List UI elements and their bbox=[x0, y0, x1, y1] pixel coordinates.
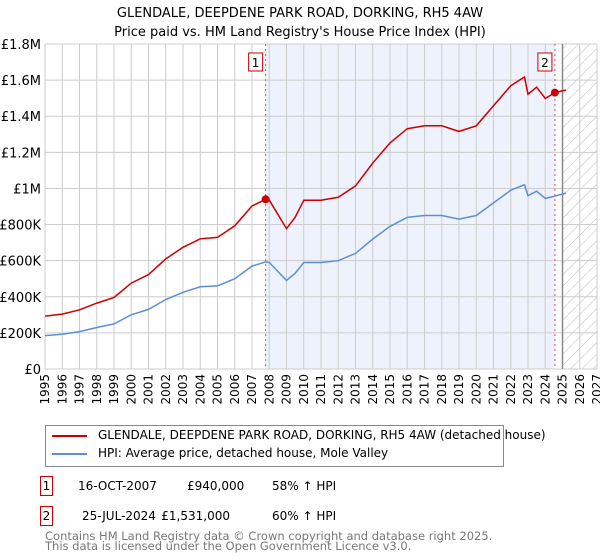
legend-property-label: GLENDALE, DEEPDENE PARK ROAD, DORKING, R… bbox=[98, 428, 546, 442]
x-tick-label: 2022 bbox=[504, 374, 518, 405]
y-tick-label: £200K bbox=[0, 327, 41, 342]
x-tick-label: 2023 bbox=[521, 374, 535, 405]
transaction-marker: 1 bbox=[40, 476, 53, 496]
legend-hpi-label: HPI: Average price, detached house, Mole… bbox=[98, 446, 389, 460]
x-tick-label: 1997 bbox=[73, 374, 87, 405]
x-tick-label: 2026 bbox=[573, 374, 587, 405]
x-tick-label: 2003 bbox=[176, 374, 190, 405]
x-tick-label: 2021 bbox=[487, 374, 501, 405]
x-tick-label: 1998 bbox=[90, 374, 104, 405]
x-tick-label: 2010 bbox=[297, 374, 311, 405]
x-tick-label: 2005 bbox=[211, 374, 225, 405]
transaction-hpi: 60% ↑ HPI bbox=[272, 509, 337, 523]
y-tick-label: £400K bbox=[0, 291, 41, 306]
sale-point bbox=[550, 88, 559, 97]
x-tick-label: 2016 bbox=[400, 374, 414, 405]
x-tick-label: 2007 bbox=[245, 374, 259, 405]
x-tick-label: 1996 bbox=[55, 374, 69, 405]
x-tick-label: 2020 bbox=[469, 374, 483, 405]
x-tick-label: 2027 bbox=[590, 374, 600, 405]
x-tick-label: 1995 bbox=[38, 374, 52, 405]
x-tick-label: 2000 bbox=[124, 374, 138, 405]
x-tick-label: 2006 bbox=[228, 374, 242, 405]
sale-period-shading bbox=[265, 44, 555, 369]
x-tick-label: 2013 bbox=[349, 374, 363, 405]
y-tick-label: £1.4M bbox=[1, 110, 41, 125]
x-tick-label: 2017 bbox=[418, 374, 432, 405]
property-price-line bbox=[44, 75, 567, 317]
transaction-hpi: 58% ↑ HPI bbox=[272, 479, 337, 493]
transaction-marker: 2 bbox=[40, 506, 53, 526]
footer-licence: This data is licensed under the Open Gov… bbox=[45, 539, 412, 553]
chart-subtitle: Price paid vs. HM Land Registry's House … bbox=[114, 25, 486, 40]
y-tick-label: £1.8M bbox=[1, 38, 41, 53]
sale-label-box bbox=[248, 52, 264, 72]
x-tick-label: 2009 bbox=[280, 374, 294, 405]
y-tick-label: £0 bbox=[24, 363, 41, 378]
sale-point bbox=[261, 195, 270, 204]
x-tick-label: 2019 bbox=[452, 374, 466, 405]
sale-label-box bbox=[537, 52, 553, 72]
legend-red-line bbox=[52, 435, 87, 437]
x-tick-label: 2011 bbox=[314, 374, 328, 405]
transaction-date: 25-JUL-2024 bbox=[82, 509, 156, 523]
hpi-line bbox=[44, 183, 567, 337]
x-tick-label: 2015 bbox=[383, 374, 397, 405]
price-chart: GLENDALE, DEEPDENE PARK ROAD, DORKING, R… bbox=[0, 6, 600, 405]
x-tick-label: 2024 bbox=[538, 374, 552, 405]
x-tick-label: 2012 bbox=[331, 374, 345, 405]
sale-label: 1 bbox=[252, 56, 260, 70]
legend: GLENDALE, DEEPDENE PARK ROAD, DORKING, R… bbox=[45, 425, 546, 467]
y-tick-label: £1.2M bbox=[1, 146, 41, 161]
transaction-price: £940,000 bbox=[187, 479, 245, 493]
y-tick-label: £800K bbox=[0, 219, 41, 234]
sale-label: 2 bbox=[541, 56, 549, 70]
x-tick-label: 1999 bbox=[107, 374, 121, 405]
transaction-date: 16-OCT-2007 bbox=[78, 479, 157, 493]
y-tick-label: £600K bbox=[0, 255, 41, 270]
x-tick-label: 2004 bbox=[193, 374, 207, 405]
x-tick-label: 2002 bbox=[159, 374, 173, 405]
chart-title: GLENDALE, DEEPDENE PARK ROAD, DORKING, R… bbox=[117, 6, 483, 21]
footer-copyright: Contains HM Land Registry data © Crown c… bbox=[45, 529, 493, 543]
x-tick-label: 2018 bbox=[435, 374, 449, 405]
y-tick-label: £1M bbox=[13, 182, 41, 197]
legend-blue-line bbox=[52, 453, 87, 455]
x-tick-label: 2008 bbox=[262, 374, 276, 405]
x-tick-label: 2025 bbox=[556, 374, 570, 405]
x-tick-label: 2014 bbox=[366, 374, 380, 405]
x-tick-label: 2001 bbox=[142, 374, 156, 405]
transaction-price: £1,531,000 bbox=[161, 509, 230, 523]
y-tick-label: £1.6M bbox=[1, 74, 41, 89]
